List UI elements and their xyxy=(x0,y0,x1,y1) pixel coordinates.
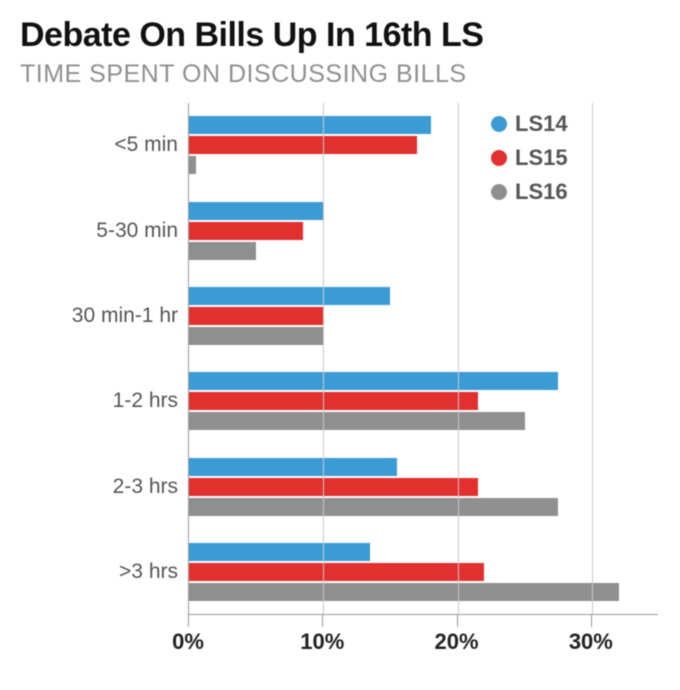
y-tick-label: 1-2 hrs xyxy=(20,359,188,444)
bar xyxy=(189,287,390,305)
bar xyxy=(189,307,323,325)
legend-item: LS16 xyxy=(491,179,568,205)
bar xyxy=(189,563,484,581)
bar-groups xyxy=(189,103,659,615)
y-tick-label: 5-30 min xyxy=(20,188,188,273)
bar xyxy=(189,412,525,430)
x-tick xyxy=(457,615,458,627)
legend-label: LS15 xyxy=(515,145,568,171)
x-tick-label: 10% xyxy=(300,629,344,655)
x-tick-label: 20% xyxy=(435,629,479,655)
legend-marker-icon xyxy=(491,116,507,132)
x-tick xyxy=(591,615,592,627)
legend-marker-icon xyxy=(491,150,507,166)
x-tick-label: 0% xyxy=(172,629,204,655)
bar xyxy=(189,478,478,496)
bar xyxy=(189,498,558,516)
legend-label: LS14 xyxy=(515,111,568,137)
y-tick-label: 30 min-1 hr xyxy=(20,273,188,358)
bar xyxy=(189,583,619,601)
bar xyxy=(189,156,196,174)
bar xyxy=(189,543,370,561)
bar xyxy=(189,116,431,134)
legend-marker-icon xyxy=(491,184,507,200)
legend-label: LS16 xyxy=(515,179,568,205)
bar xyxy=(189,458,397,476)
x-axis: 0%10%20%30% xyxy=(188,615,658,663)
chart-title: Debate On Bills Up In 16th LS xyxy=(20,18,660,54)
bar xyxy=(189,202,323,220)
grid-line xyxy=(592,103,593,615)
bar xyxy=(189,372,558,390)
bar xyxy=(189,222,303,240)
chart-subtitle: TIME SPENT ON DISCUSSING BILLS xyxy=(20,60,660,89)
legend-item: LS14 xyxy=(491,111,568,137)
bar-group xyxy=(189,103,659,188)
y-tick-label: 2-3 hrs xyxy=(20,444,188,529)
bar xyxy=(189,136,417,154)
bar xyxy=(189,327,323,345)
plot-region: LS14 LS15 LS16 xyxy=(188,103,659,615)
bar-group xyxy=(189,529,659,614)
bar xyxy=(189,242,256,260)
grid-line xyxy=(323,103,324,615)
bar-group xyxy=(189,359,659,444)
bar xyxy=(189,392,478,410)
y-tick-label: >3 hrs xyxy=(20,529,188,614)
x-tick xyxy=(188,615,189,627)
chart-area: <5 min5-30 min30 min-1 hr1-2 hrs2-3 hrs>… xyxy=(20,103,660,663)
legend-item: LS15 xyxy=(491,145,568,171)
x-tick xyxy=(322,615,323,627)
x-tick-label: 30% xyxy=(569,629,613,655)
y-axis-labels: <5 min5-30 min30 min-1 hr1-2 hrs2-3 hrs>… xyxy=(20,103,188,615)
legend: LS14 LS15 LS16 xyxy=(491,111,568,205)
bar-group xyxy=(189,188,659,273)
y-tick-label: <5 min xyxy=(20,103,188,188)
chart-card: Debate On Bills Up In 16th LS TIME SPENT… xyxy=(0,0,680,690)
bar-group xyxy=(189,273,659,358)
bar-group xyxy=(189,444,659,529)
grid-line xyxy=(458,103,459,615)
